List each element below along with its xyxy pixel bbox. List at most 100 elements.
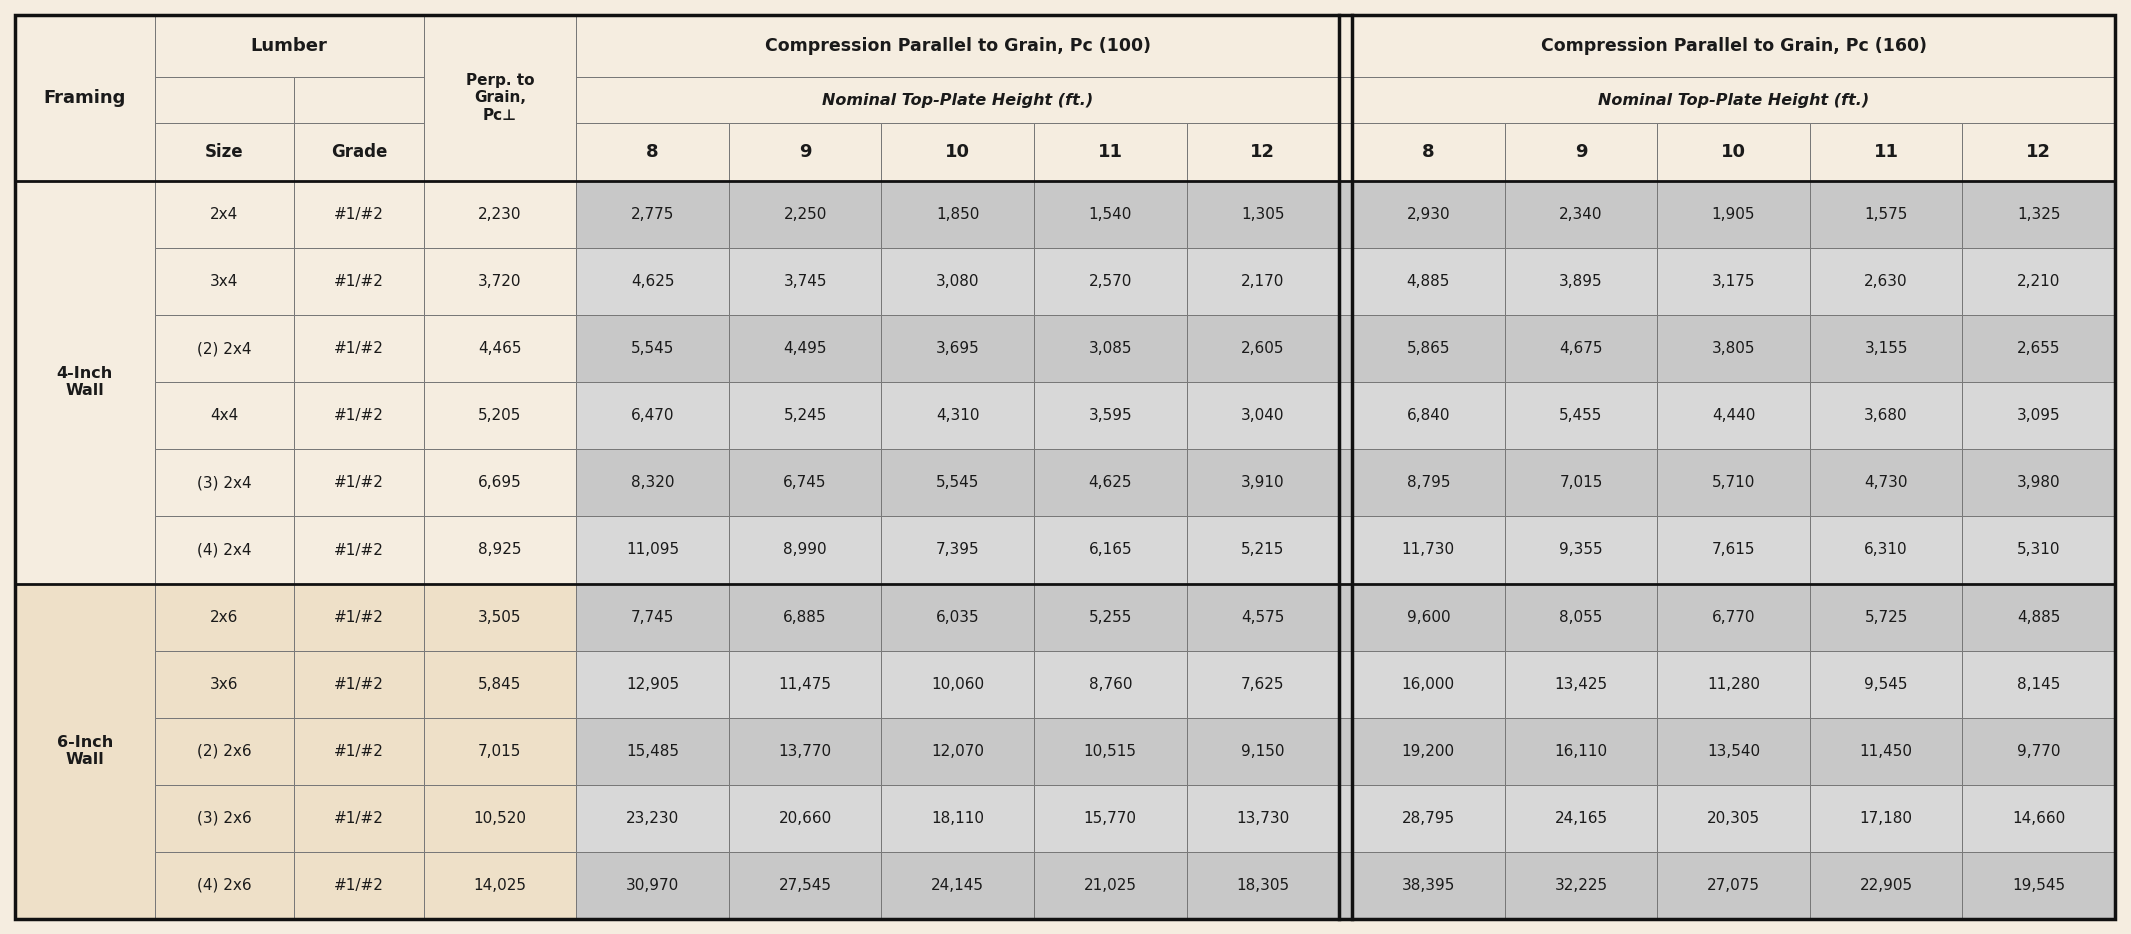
Bar bbox=[1351, 717, 1504, 785]
Text: 24,165: 24,165 bbox=[1553, 811, 1607, 826]
Text: 2,605: 2,605 bbox=[1240, 341, 1285, 356]
Text: #1/#2: #1/#2 bbox=[335, 275, 384, 290]
Text: 17,180: 17,180 bbox=[1860, 811, 1914, 826]
Bar bbox=[156, 852, 294, 919]
Text: 5,455: 5,455 bbox=[1560, 408, 1603, 423]
Text: 4-Inch
Wall: 4-Inch Wall bbox=[58, 366, 113, 399]
Bar bbox=[882, 315, 1034, 382]
Text: (3) 2x6: (3) 2x6 bbox=[196, 811, 251, 826]
Bar bbox=[1963, 584, 2114, 651]
Bar bbox=[1187, 382, 1338, 449]
Text: 8,145: 8,145 bbox=[2018, 676, 2061, 692]
Bar bbox=[156, 123, 294, 181]
Bar bbox=[294, 449, 424, 517]
Text: 18,110: 18,110 bbox=[931, 811, 985, 826]
Bar bbox=[1809, 123, 1963, 181]
Bar bbox=[15, 584, 156, 919]
Text: #1/#2: #1/#2 bbox=[335, 341, 384, 356]
Text: 8,925: 8,925 bbox=[477, 543, 522, 558]
Bar bbox=[882, 248, 1034, 315]
Bar bbox=[882, 382, 1034, 449]
Bar bbox=[1187, 717, 1338, 785]
Text: 12: 12 bbox=[1251, 143, 1274, 161]
Bar bbox=[882, 584, 1034, 651]
Text: 6,165: 6,165 bbox=[1089, 543, 1132, 558]
Text: 1,540: 1,540 bbox=[1089, 207, 1132, 222]
Text: 8,760: 8,760 bbox=[1089, 676, 1132, 692]
Bar bbox=[1658, 852, 1809, 919]
Bar bbox=[575, 785, 729, 852]
Text: 1,305: 1,305 bbox=[1240, 207, 1285, 222]
Text: Grade: Grade bbox=[330, 143, 388, 161]
Text: Size: Size bbox=[205, 143, 243, 161]
Text: 3,155: 3,155 bbox=[1865, 341, 1907, 356]
Bar bbox=[1658, 382, 1809, 449]
Bar bbox=[1658, 651, 1809, 717]
Text: 7,395: 7,395 bbox=[936, 543, 980, 558]
Text: 3,595: 3,595 bbox=[1089, 408, 1132, 423]
Text: 3,805: 3,805 bbox=[1711, 341, 1756, 356]
Bar bbox=[1658, 785, 1809, 852]
Bar bbox=[424, 584, 575, 651]
Text: 1,575: 1,575 bbox=[1865, 207, 1907, 222]
Bar bbox=[1504, 315, 1658, 382]
Text: #1/#2: #1/#2 bbox=[335, 743, 384, 758]
Text: 11,095: 11,095 bbox=[627, 543, 680, 558]
Text: 7,015: 7,015 bbox=[477, 743, 522, 758]
Bar bbox=[424, 517, 575, 584]
Text: 4,625: 4,625 bbox=[631, 275, 673, 290]
Text: 2,775: 2,775 bbox=[631, 207, 673, 222]
Bar bbox=[294, 785, 424, 852]
Bar bbox=[1338, 181, 1351, 248]
Text: 4,885: 4,885 bbox=[2018, 610, 2061, 625]
Bar bbox=[729, 181, 882, 248]
Bar bbox=[294, 382, 424, 449]
Bar bbox=[424, 181, 575, 248]
Text: Nominal Top-Plate Height (ft.): Nominal Top-Plate Height (ft.) bbox=[1598, 92, 1869, 107]
Text: Lumber: Lumber bbox=[251, 37, 328, 55]
Text: (4) 2x4: (4) 2x4 bbox=[198, 543, 251, 558]
Text: 3x6: 3x6 bbox=[211, 676, 239, 692]
Bar bbox=[1963, 651, 2114, 717]
Bar bbox=[156, 449, 294, 517]
Text: 5,245: 5,245 bbox=[784, 408, 827, 423]
Bar bbox=[1504, 651, 1658, 717]
Text: Perp. to
Grain,
Pᴄ⊥: Perp. to Grain, Pᴄ⊥ bbox=[467, 73, 535, 123]
Bar bbox=[882, 181, 1034, 248]
Bar bbox=[1187, 315, 1338, 382]
Text: Framing: Framing bbox=[43, 89, 126, 107]
Bar bbox=[1187, 517, 1338, 584]
Text: 2,340: 2,340 bbox=[1560, 207, 1603, 222]
Bar bbox=[424, 15, 575, 181]
Text: 2,930: 2,930 bbox=[1406, 207, 1451, 222]
Bar bbox=[1504, 382, 1658, 449]
Bar bbox=[1658, 248, 1809, 315]
Bar bbox=[1658, 181, 1809, 248]
Text: 27,075: 27,075 bbox=[1707, 878, 1760, 893]
Bar bbox=[1187, 449, 1338, 517]
Bar bbox=[1504, 785, 1658, 852]
Text: 18,305: 18,305 bbox=[1236, 878, 1289, 893]
Bar bbox=[575, 717, 729, 785]
Text: 16,000: 16,000 bbox=[1402, 676, 1455, 692]
Text: #1/#2: #1/#2 bbox=[335, 543, 384, 558]
Bar bbox=[156, 717, 294, 785]
Bar bbox=[294, 77, 424, 123]
Bar bbox=[294, 123, 424, 181]
Text: 32,225: 32,225 bbox=[1553, 878, 1607, 893]
Bar bbox=[15, 15, 156, 181]
Text: 1,905: 1,905 bbox=[1711, 207, 1756, 222]
Text: 6,885: 6,885 bbox=[784, 610, 827, 625]
Bar bbox=[1187, 181, 1338, 248]
Text: 6-Inch
Wall: 6-Inch Wall bbox=[58, 735, 113, 768]
Bar bbox=[575, 181, 729, 248]
Text: 2x4: 2x4 bbox=[211, 207, 239, 222]
Bar bbox=[424, 651, 575, 717]
Bar bbox=[575, 315, 729, 382]
Text: 30,970: 30,970 bbox=[627, 878, 680, 893]
Text: 5,310: 5,310 bbox=[2016, 543, 2061, 558]
Text: 3,175: 3,175 bbox=[1711, 275, 1756, 290]
Text: 7,615: 7,615 bbox=[1711, 543, 1756, 558]
Bar bbox=[729, 315, 882, 382]
Text: 3,040: 3,040 bbox=[1240, 408, 1285, 423]
